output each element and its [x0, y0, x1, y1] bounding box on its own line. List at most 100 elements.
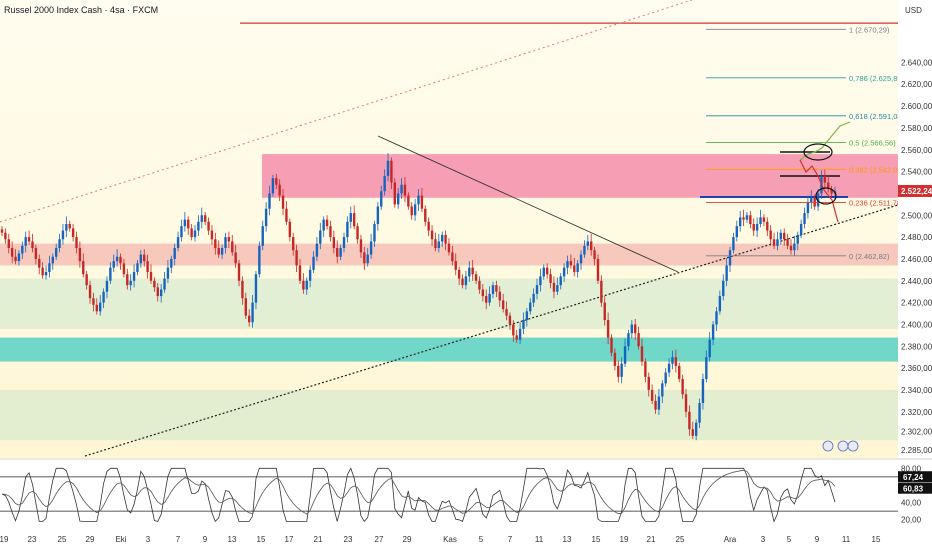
time-tick-label: 15	[872, 535, 881, 544]
oscillator-tick-label: 20,00	[901, 516, 922, 525]
candle-body	[413, 204, 417, 216]
candle-body	[369, 241, 373, 255]
candle-body	[600, 280, 603, 303]
candle-body	[163, 278, 166, 290]
candle-body	[593, 250, 596, 259]
candle-body	[231, 241, 234, 253]
candle-body	[566, 261, 569, 268]
price-badge-label: 2.522,24	[901, 187, 932, 196]
candle-body	[227, 237, 231, 242]
candle-body	[281, 195, 285, 209]
time-tick-label: 3	[761, 535, 766, 544]
candle-body	[271, 178, 275, 194]
candle-body	[48, 263, 51, 273]
candle-body	[356, 226, 359, 240]
candle-body	[78, 248, 82, 262]
candle-body	[738, 217, 742, 227]
event-flag-icon[interactable]	[847, 440, 859, 452]
candle-body	[420, 195, 424, 209]
candle-body	[644, 361, 647, 377]
candle-body	[193, 230, 197, 238]
oscillator-pane	[0, 460, 898, 528]
candle-body	[261, 226, 264, 246]
candle-body	[667, 363, 671, 373]
breakdown-circle	[815, 187, 837, 205]
candle-body	[610, 337, 613, 353]
candle-body	[542, 267, 545, 277]
candle-body	[745, 215, 749, 220]
candle-body	[220, 248, 224, 255]
candle-body	[708, 339, 711, 358]
fib-level-label: 0,618 (2.591,04)	[849, 112, 905, 121]
candle-body	[180, 226, 183, 238]
candle-body	[464, 276, 468, 286]
time-tick-label: 21	[647, 535, 656, 544]
candle-body	[373, 223, 376, 242]
time-axis[interactable]	[0, 530, 932, 550]
candle-body	[122, 263, 126, 275]
candle-body	[0, 229, 4, 233]
candle-body	[755, 223, 759, 231]
demand-zone	[0, 278, 898, 329]
candle-body	[129, 280, 132, 286]
time-tick-label: 9	[815, 535, 820, 544]
candle-body	[573, 265, 576, 273]
candle-body	[772, 239, 776, 246]
candle-body	[681, 379, 684, 395]
candle-body	[529, 302, 532, 312]
oscillator-badge	[898, 482, 932, 494]
candle-body	[302, 280, 305, 290]
candle-body	[21, 245, 24, 254]
candle-body	[61, 230, 65, 240]
bearish-projection	[799, 159, 839, 223]
candle-body	[359, 239, 363, 253]
price-axis[interactable]	[898, 0, 932, 550]
candle-body	[234, 252, 237, 264]
event-flag-icon[interactable]	[837, 440, 849, 452]
event-flag-icon[interactable]	[822, 440, 834, 452]
target-circle	[803, 143, 833, 161]
candle-body	[603, 302, 606, 321]
candle-body	[468, 267, 471, 277]
time-tick-label: 27	[375, 535, 384, 544]
candle-body	[319, 230, 322, 244]
candle-body	[803, 213, 806, 224]
candle-body	[254, 274, 258, 303]
fib-level-label: 1 (2.670,29)	[849, 25, 890, 34]
candle-body	[14, 256, 17, 262]
candle-body	[481, 289, 485, 297]
candle-body	[190, 228, 193, 238]
price-tick-label: 2.302,00	[901, 427, 932, 436]
price-tick-label: 2.420,00	[901, 299, 932, 308]
candle-body	[515, 335, 518, 340]
candle-body	[305, 280, 308, 290]
price-tick-label: 2.340,00	[901, 386, 932, 395]
price-tick-label: 2.500,00	[901, 211, 932, 220]
time-tick-label: 23	[28, 535, 37, 544]
candle-body	[613, 352, 617, 366]
fib-level-label: 0,5 (2.566,56)	[849, 139, 896, 148]
candle-body	[627, 333, 630, 347]
candle-body	[329, 226, 332, 238]
candle-body	[749, 215, 752, 224]
candle-body	[386, 160, 390, 176]
candle-body	[295, 250, 298, 266]
candle-body	[346, 221, 349, 238]
candle-body	[31, 241, 34, 249]
candle-body	[396, 193, 400, 205]
candle-body	[498, 291, 501, 301]
fib-level-label: 0 (2.462,82)	[849, 252, 890, 261]
price-tick-label: 2.400,00	[901, 320, 932, 329]
fib-level-label: 0,786 (2.625,89)	[849, 74, 905, 83]
price-badge	[898, 184, 932, 197]
oscillator-tick-label: 80,00	[901, 464, 922, 473]
currency-label: USD	[905, 6, 922, 15]
candle-body	[65, 223, 68, 231]
candle-body	[816, 193, 820, 207]
price-tick-label: 2.460,00	[901, 255, 932, 264]
time-tick-label: 7	[508, 535, 513, 544]
candle-body	[830, 189, 833, 194]
oscillator-signal-line	[1, 469, 836, 515]
candle-body	[579, 254, 583, 264]
